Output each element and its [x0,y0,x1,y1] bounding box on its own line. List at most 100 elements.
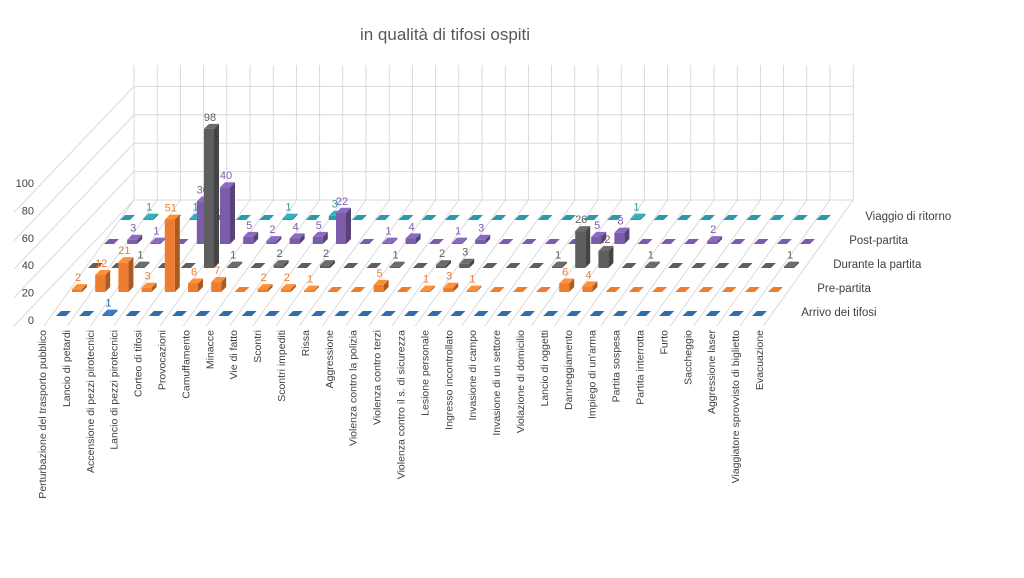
bar-top [150,237,166,243]
data-label: 6 [562,266,568,278]
bar-side [399,261,405,268]
bar-top [428,239,444,244]
x-tick-label: Minacce [204,330,216,369]
bar: 2 [266,224,282,244]
bar-top [536,287,551,292]
bar [343,263,359,268]
bar [520,311,535,316]
x-tick-label: Aggressione [324,330,336,389]
bar-top [236,215,251,220]
bar: 3 [443,271,459,292]
bar [412,263,428,268]
bar-top [250,263,266,268]
bar-front [420,290,430,292]
x-tick-label: Partita sospesa [611,330,623,403]
bar-top [489,287,505,292]
bar-top [475,234,491,240]
bar-top [491,215,507,220]
bar-top [127,234,143,240]
bar-top [282,213,298,219]
bar-side [592,281,598,292]
bar-front [382,242,393,244]
bar-front [280,289,291,292]
gridline-floor [66,199,158,327]
bar-top [204,123,219,129]
bar-top [707,236,723,242]
data-label: 3 [145,271,151,283]
data-label: 1 [423,274,429,286]
x-tick-label: Lancio di pezzi pirotecnici [109,330,121,450]
gridline-floor [182,199,274,327]
gridline-floor [577,199,669,327]
bar [752,311,767,316]
bar: 2 [72,272,87,292]
x-tick-label: Lancio di petardi [61,330,73,407]
bar-side [144,261,150,268]
y-tick-label: 80 [22,205,34,217]
bar-top [675,287,691,292]
bar [444,215,460,220]
bar-front [707,241,718,244]
bar: 5 [243,220,259,244]
bar-top [288,311,303,316]
bar [760,263,776,268]
bar: 2 [320,248,335,268]
data-label: 5 [377,268,383,280]
bar-side [346,207,351,244]
bar [769,215,785,220]
bar: 1 [150,226,166,244]
bar [250,263,266,268]
bar-top [102,309,118,315]
data-label: 1 [469,274,475,286]
bar [698,287,714,292]
bar [241,311,257,316]
data-label: 1 [230,250,236,262]
gridline-floor [716,199,808,327]
bar: 2 [273,248,289,268]
gridline-side [13,171,135,298]
bar-top [366,263,382,268]
bar-front [466,290,477,292]
bar-side [392,237,398,244]
bar-top [180,263,196,268]
bar [404,311,419,316]
x-tick-label: Evacuazione [754,330,766,390]
bar-top [79,311,95,316]
gridline-floor [762,199,854,327]
bar [505,263,521,268]
gridline-floor [345,199,437,327]
data-label: 1 [787,250,793,262]
bar-side [569,278,575,292]
bar [195,311,211,316]
x-tick-label: Danneggiamento [563,330,575,410]
bar [691,263,707,268]
bar [259,215,275,220]
gridline-floor [391,199,483,327]
bar-front [189,218,200,220]
bar-side [601,231,607,244]
bar [79,311,95,316]
data-label: 1 [105,298,111,310]
bar [352,215,367,220]
bar-top [312,231,328,237]
bar: 1 [227,250,243,268]
bar-top [72,284,87,290]
bar-front [257,289,268,292]
bar [305,215,321,220]
bar-top [744,287,760,292]
bar: 1 [644,250,660,268]
x-tick-label: Rissa [300,330,312,356]
x-tick-label: Provocazioni [157,330,169,390]
gridline-floor [43,199,135,327]
gridline-floor [669,199,761,327]
bar-top [289,233,305,239]
bar-top [605,287,621,292]
bar [800,239,815,244]
bar-front [289,238,300,244]
bar-side [462,237,467,244]
bar: 8 [614,216,630,244]
bar-top [800,239,815,244]
bar-side [469,258,475,268]
bar-top [234,287,250,292]
